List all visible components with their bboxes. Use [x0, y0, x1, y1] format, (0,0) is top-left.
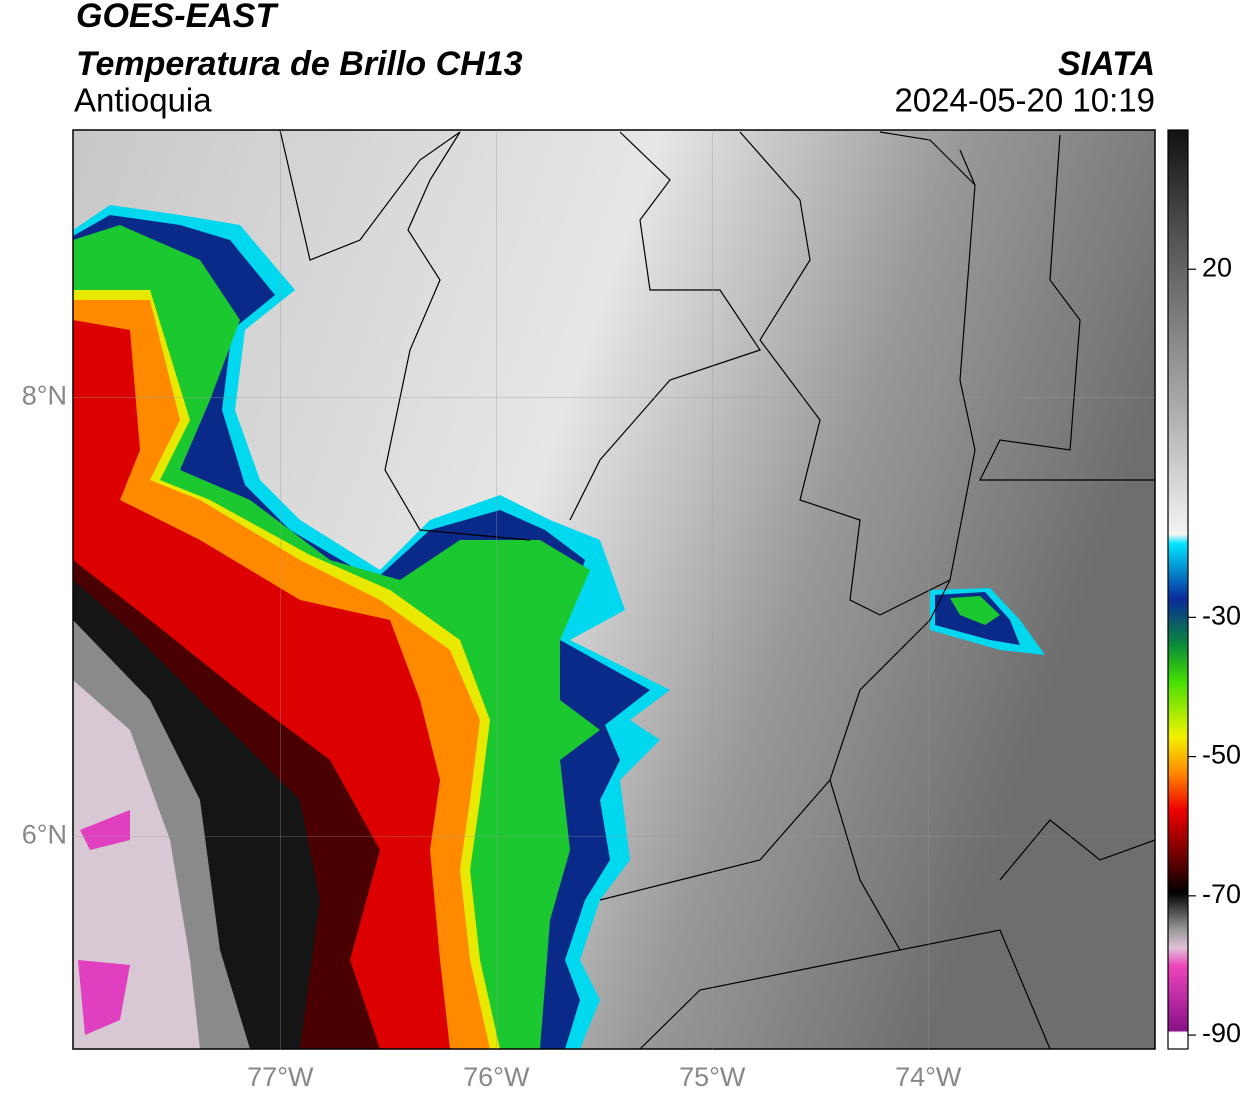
datetime: 2024-05-20 10:19 [894, 82, 1155, 119]
colorbar-tick-label: -90 [1202, 1018, 1241, 1048]
colorbar [1167, 129, 1189, 1050]
region: Antioquia [74, 82, 212, 119]
colorbar-tick-label: -70 [1202, 879, 1241, 909]
x-tick-label: 75°W [679, 1062, 746, 1092]
x-tick-label: 77°W [247, 1062, 314, 1092]
title: GOES-EAST [76, 0, 279, 35]
colorbar-tick-label: -30 [1202, 600, 1241, 630]
source: SIATA [1058, 45, 1155, 83]
colorbar-tick-label: -50 [1202, 740, 1241, 770]
y-tick-label: 8°N [22, 381, 67, 411]
map-imagery [73, 129, 1156, 1050]
colorbar-tick-label: 20 [1202, 252, 1232, 282]
x-tick-label: 76°W [463, 1062, 530, 1092]
map-frame [72, 129, 1156, 1050]
x-tick-label: 74°W [895, 1062, 962, 1092]
y-tick-label: 6°N [22, 819, 67, 849]
subtitle: Temperatura de Brillo CH13 [76, 45, 523, 83]
